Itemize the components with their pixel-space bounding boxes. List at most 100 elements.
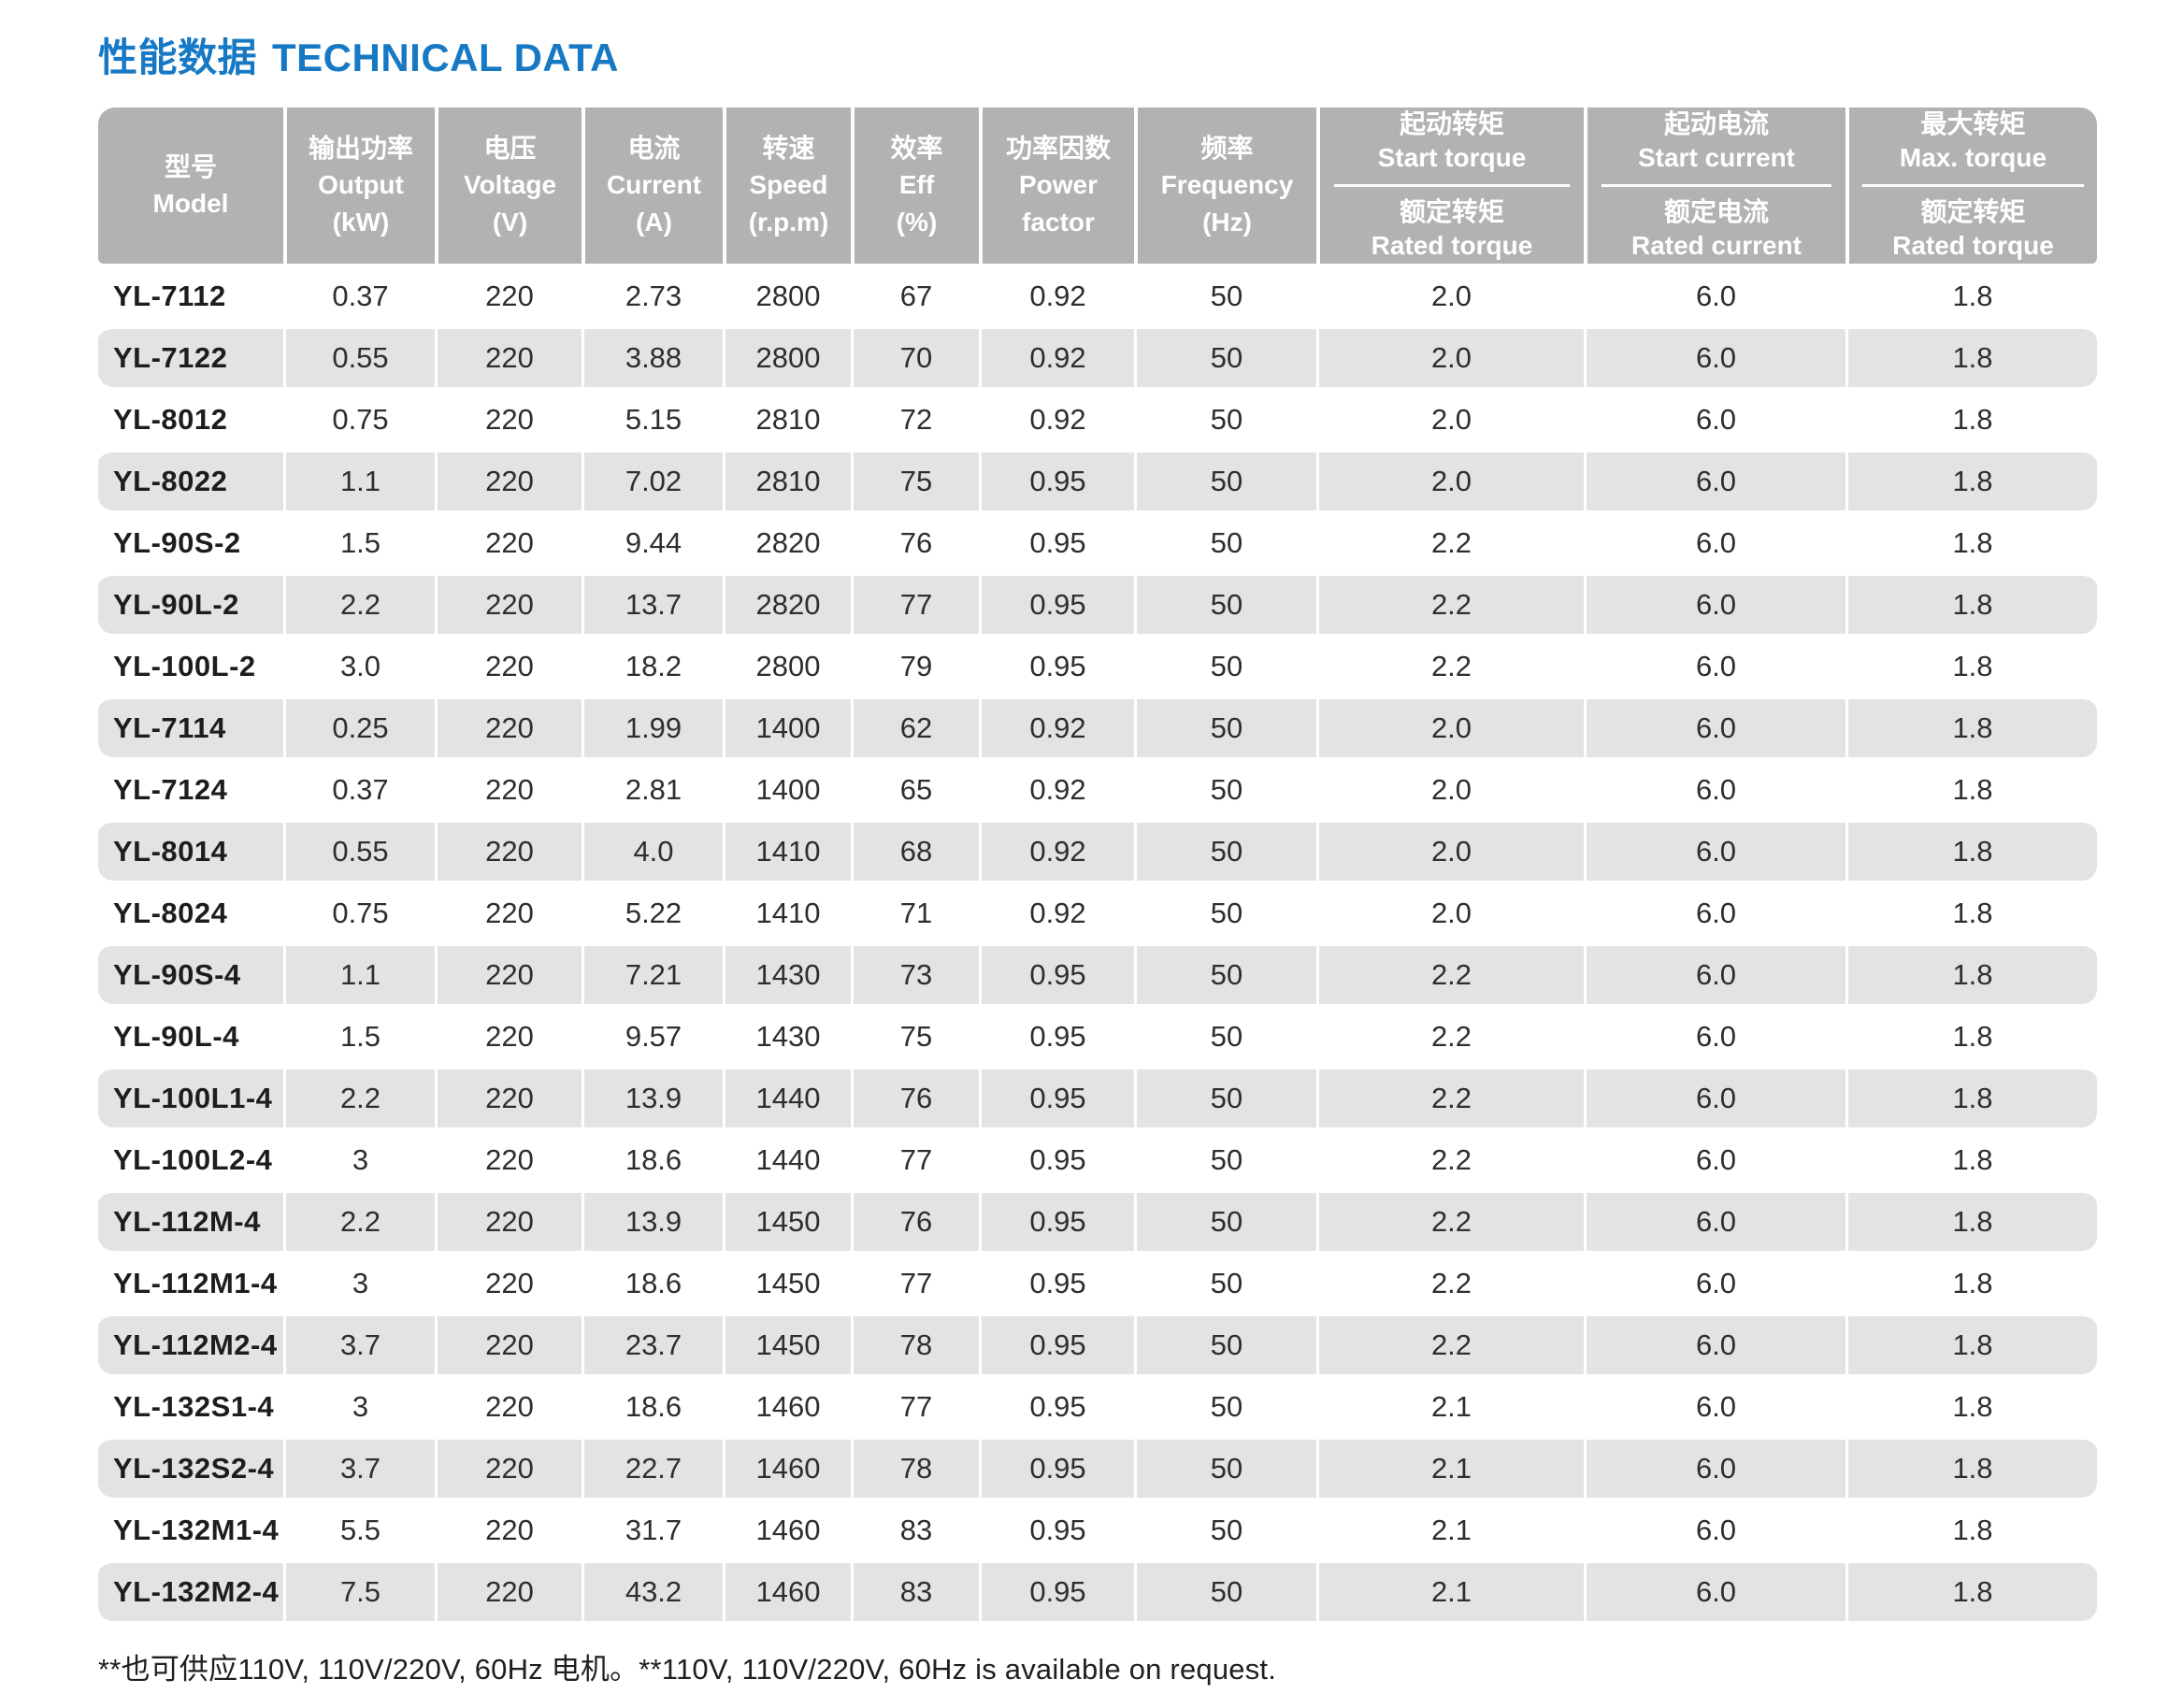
value-cell: 1.8 bbox=[1845, 1188, 2097, 1251]
value-cell: 220 bbox=[435, 1312, 582, 1374]
value-cell: 1.8 bbox=[1845, 941, 2097, 1004]
value-cell: 75 bbox=[851, 1003, 979, 1066]
table-row: YL-90S-4 1.1 220 7.21 1430 73 0.95 50 2.2 6.0 1.8 bbox=[98, 941, 2097, 1004]
value-cell: 50 bbox=[1134, 695, 1316, 757]
value-cell: 220 bbox=[435, 756, 582, 819]
table-row: YL-7124 0.37 220 2.81 1400 65 0.92 50 2.0 6.0 1.8 bbox=[98, 756, 2097, 819]
value-cell: 1460 bbox=[723, 1435, 851, 1498]
value-cell: 23.7 bbox=[582, 1312, 723, 1374]
value-cell: 1.1 bbox=[283, 941, 435, 1004]
col-header-start-current: 起动电流 Start current 额定电流 Rated current bbox=[1584, 108, 1845, 264]
col-header-model: 型号 Model bbox=[98, 108, 283, 264]
col-header-en: Current bbox=[606, 170, 702, 200]
value-cell: 7.02 bbox=[582, 448, 723, 510]
value-cell: 0.37 bbox=[283, 263, 435, 325]
value-cell: 6.0 bbox=[1584, 1188, 1845, 1251]
value-cell: 220 bbox=[435, 1558, 582, 1621]
table-body: YL-7112 0.37 220 2.73 2800 67 0.92 50 2.0 6.0 1.8 Y… bbox=[98, 263, 2097, 1621]
value-cell: 1.8 bbox=[1845, 880, 2097, 942]
value-cell: 77 bbox=[851, 571, 979, 634]
value-cell: 50 bbox=[1134, 941, 1316, 1004]
value-cell: 1.99 bbox=[582, 695, 723, 757]
model-cell: YL-8024 bbox=[98, 880, 283, 942]
col-header-eff: 效率 Eff (%) bbox=[851, 108, 979, 264]
header-divider-line bbox=[1862, 183, 2084, 187]
value-cell: 50 bbox=[1134, 510, 1316, 572]
value-cell: 18.6 bbox=[582, 1373, 723, 1436]
col-header-max-torque: 最大转矩 Max. torque 额定转矩 Rated torque bbox=[1845, 108, 2097, 264]
value-cell: 220 bbox=[435, 1250, 582, 1313]
col-header-zh: 额定转矩 bbox=[1920, 196, 2026, 226]
col-header-zh: 功率因数 bbox=[1005, 133, 1111, 163]
model-cell: YL-100L2-4 bbox=[98, 1127, 283, 1189]
value-cell: 6.0 bbox=[1584, 448, 1845, 510]
value-cell: 0.92 bbox=[979, 695, 1134, 757]
value-cell: 2.73 bbox=[582, 263, 723, 325]
value-cell: 50 bbox=[1134, 386, 1316, 449]
table-row: YL-112M1-4 3 220 18.6 1450 77 0.95 50 2.2 6.0 1.8 bbox=[98, 1250, 2097, 1313]
value-cell: 6.0 bbox=[1584, 1003, 1845, 1066]
value-cell: 3 bbox=[283, 1127, 435, 1189]
value-cell: 220 bbox=[435, 695, 582, 757]
value-cell: 75 bbox=[851, 448, 979, 510]
value-cell: 5.22 bbox=[582, 880, 723, 942]
value-cell: 1.8 bbox=[1845, 756, 2097, 819]
value-cell: 2.0 bbox=[1316, 263, 1584, 325]
value-cell: 0.95 bbox=[979, 1065, 1134, 1127]
value-cell: 0.92 bbox=[979, 756, 1134, 819]
table-row: YL-112M2-4 3.7 220 23.7 1450 78 0.95 50 2.2 6.0 1.… bbox=[98, 1312, 2097, 1374]
value-cell: 1.5 bbox=[283, 510, 435, 572]
value-cell: 50 bbox=[1134, 448, 1316, 510]
value-cell: 0.92 bbox=[979, 324, 1134, 387]
col-header-power-factor: 功率因数 Power factor bbox=[979, 108, 1134, 264]
value-cell: 1.8 bbox=[1845, 571, 2097, 634]
value-cell: 0.55 bbox=[283, 818, 435, 881]
table-row: YL-8024 0.75 220 5.22 1410 71 0.92 50 2.0 6.0 1.8 bbox=[98, 880, 2097, 942]
value-cell: 13.9 bbox=[582, 1188, 723, 1251]
table-row: YL-100L2-4 3 220 18.6 1440 77 0.95 50 2.2 6.0 1.8 bbox=[98, 1127, 2097, 1189]
value-cell: 6.0 bbox=[1584, 633, 1845, 696]
value-cell: 220 bbox=[435, 1373, 582, 1436]
value-cell: 2.2 bbox=[1316, 1250, 1584, 1313]
value-cell: 1450 bbox=[723, 1312, 851, 1374]
value-cell: 2.0 bbox=[1316, 756, 1584, 819]
value-cell: 7.5 bbox=[283, 1558, 435, 1621]
col-header-en: Start current bbox=[1637, 143, 1796, 173]
table-row: YL-132S1-4 3 220 18.6 1460 77 0.95 50 2.1 6.0 1.8 bbox=[98, 1373, 2097, 1436]
value-cell: 0.95 bbox=[979, 1127, 1134, 1189]
value-cell: 2.2 bbox=[1316, 1003, 1584, 1066]
value-cell: 78 bbox=[851, 1435, 979, 1498]
value-cell: 6.0 bbox=[1584, 1065, 1845, 1127]
footnote: **也可供应110V, 110V/220V, 60Hz 电机。**110V, 1… bbox=[98, 1652, 1277, 1686]
value-cell: 50 bbox=[1134, 1373, 1316, 1436]
model-cell: YL-100L1-4 bbox=[98, 1065, 283, 1127]
value-cell: 31.7 bbox=[582, 1497, 723, 1559]
value-cell: 0.55 bbox=[283, 324, 435, 387]
col-header-zh: 输出功率 bbox=[308, 133, 413, 163]
model-cell: YL-112M-4 bbox=[98, 1188, 283, 1251]
value-cell: 76 bbox=[851, 510, 979, 572]
value-cell: 76 bbox=[851, 1188, 979, 1251]
value-cell: 6.0 bbox=[1584, 1312, 1845, 1374]
header-divider-line bbox=[1601, 183, 1832, 187]
value-cell: 1410 bbox=[723, 880, 851, 942]
value-cell: 220 bbox=[435, 818, 582, 881]
value-cell: 6.0 bbox=[1584, 1435, 1845, 1498]
value-cell: 50 bbox=[1134, 1003, 1316, 1066]
value-cell: 1.8 bbox=[1845, 1003, 2097, 1066]
value-cell: 2.0 bbox=[1316, 324, 1584, 387]
value-cell: 0.95 bbox=[979, 1250, 1134, 1313]
value-cell: 22.7 bbox=[582, 1435, 723, 1498]
value-cell: 1.8 bbox=[1845, 695, 2097, 757]
value-cell: 6.0 bbox=[1584, 941, 1845, 1004]
value-cell: 18.6 bbox=[582, 1250, 723, 1313]
table-row: YL-90L-2 2.2 220 13.7 2820 77 0.95 50 2.2 6.0 1.8 bbox=[98, 571, 2097, 634]
value-cell: 1430 bbox=[723, 1003, 851, 1066]
col-header-en: Eff bbox=[898, 170, 935, 200]
col-header-voltage: 电压 Voltage (V) bbox=[435, 108, 582, 264]
value-cell: 0.37 bbox=[283, 756, 435, 819]
model-cell: YL-100L-2 bbox=[98, 633, 283, 696]
value-cell: 2.2 bbox=[1316, 1065, 1584, 1127]
value-cell: 0.95 bbox=[979, 633, 1134, 696]
value-cell: 0.95 bbox=[979, 1373, 1134, 1436]
